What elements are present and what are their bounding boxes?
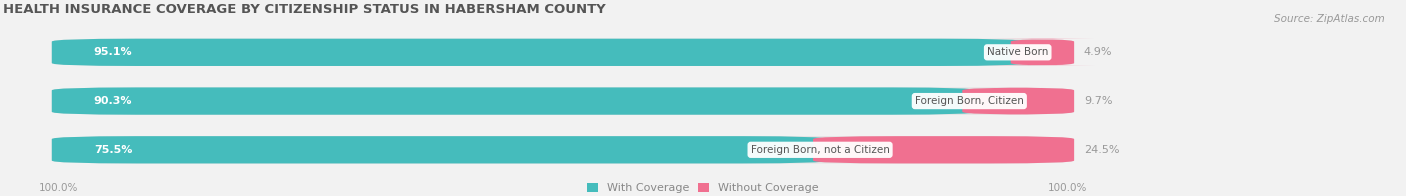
FancyBboxPatch shape	[52, 39, 1074, 66]
Text: Foreign Born, Citizen: Foreign Born, Citizen	[915, 96, 1024, 106]
Legend: With Coverage, Without Coverage: With Coverage, Without Coverage	[588, 183, 818, 193]
Text: Native Born: Native Born	[987, 47, 1049, 57]
FancyBboxPatch shape	[52, 87, 1074, 115]
Text: 24.5%: 24.5%	[1084, 145, 1119, 155]
Text: Source: ZipAtlas.com: Source: ZipAtlas.com	[1274, 14, 1385, 24]
Text: 95.1%: 95.1%	[94, 47, 132, 57]
FancyBboxPatch shape	[962, 87, 1074, 115]
Text: 4.9%: 4.9%	[1084, 47, 1112, 57]
FancyBboxPatch shape	[990, 39, 1095, 66]
FancyBboxPatch shape	[813, 136, 1074, 163]
FancyBboxPatch shape	[52, 39, 1025, 66]
Text: HEALTH INSURANCE COVERAGE BY CITIZENSHIP STATUS IN HABERSHAM COUNTY: HEALTH INSURANCE COVERAGE BY CITIZENSHIP…	[3, 3, 606, 16]
Text: Foreign Born, not a Citizen: Foreign Born, not a Citizen	[751, 145, 890, 155]
Text: 90.3%: 90.3%	[94, 96, 132, 106]
FancyBboxPatch shape	[52, 136, 1074, 163]
FancyBboxPatch shape	[52, 87, 976, 115]
Text: 9.7%: 9.7%	[1084, 96, 1112, 106]
FancyBboxPatch shape	[52, 136, 827, 163]
Text: 75.5%: 75.5%	[94, 145, 132, 155]
